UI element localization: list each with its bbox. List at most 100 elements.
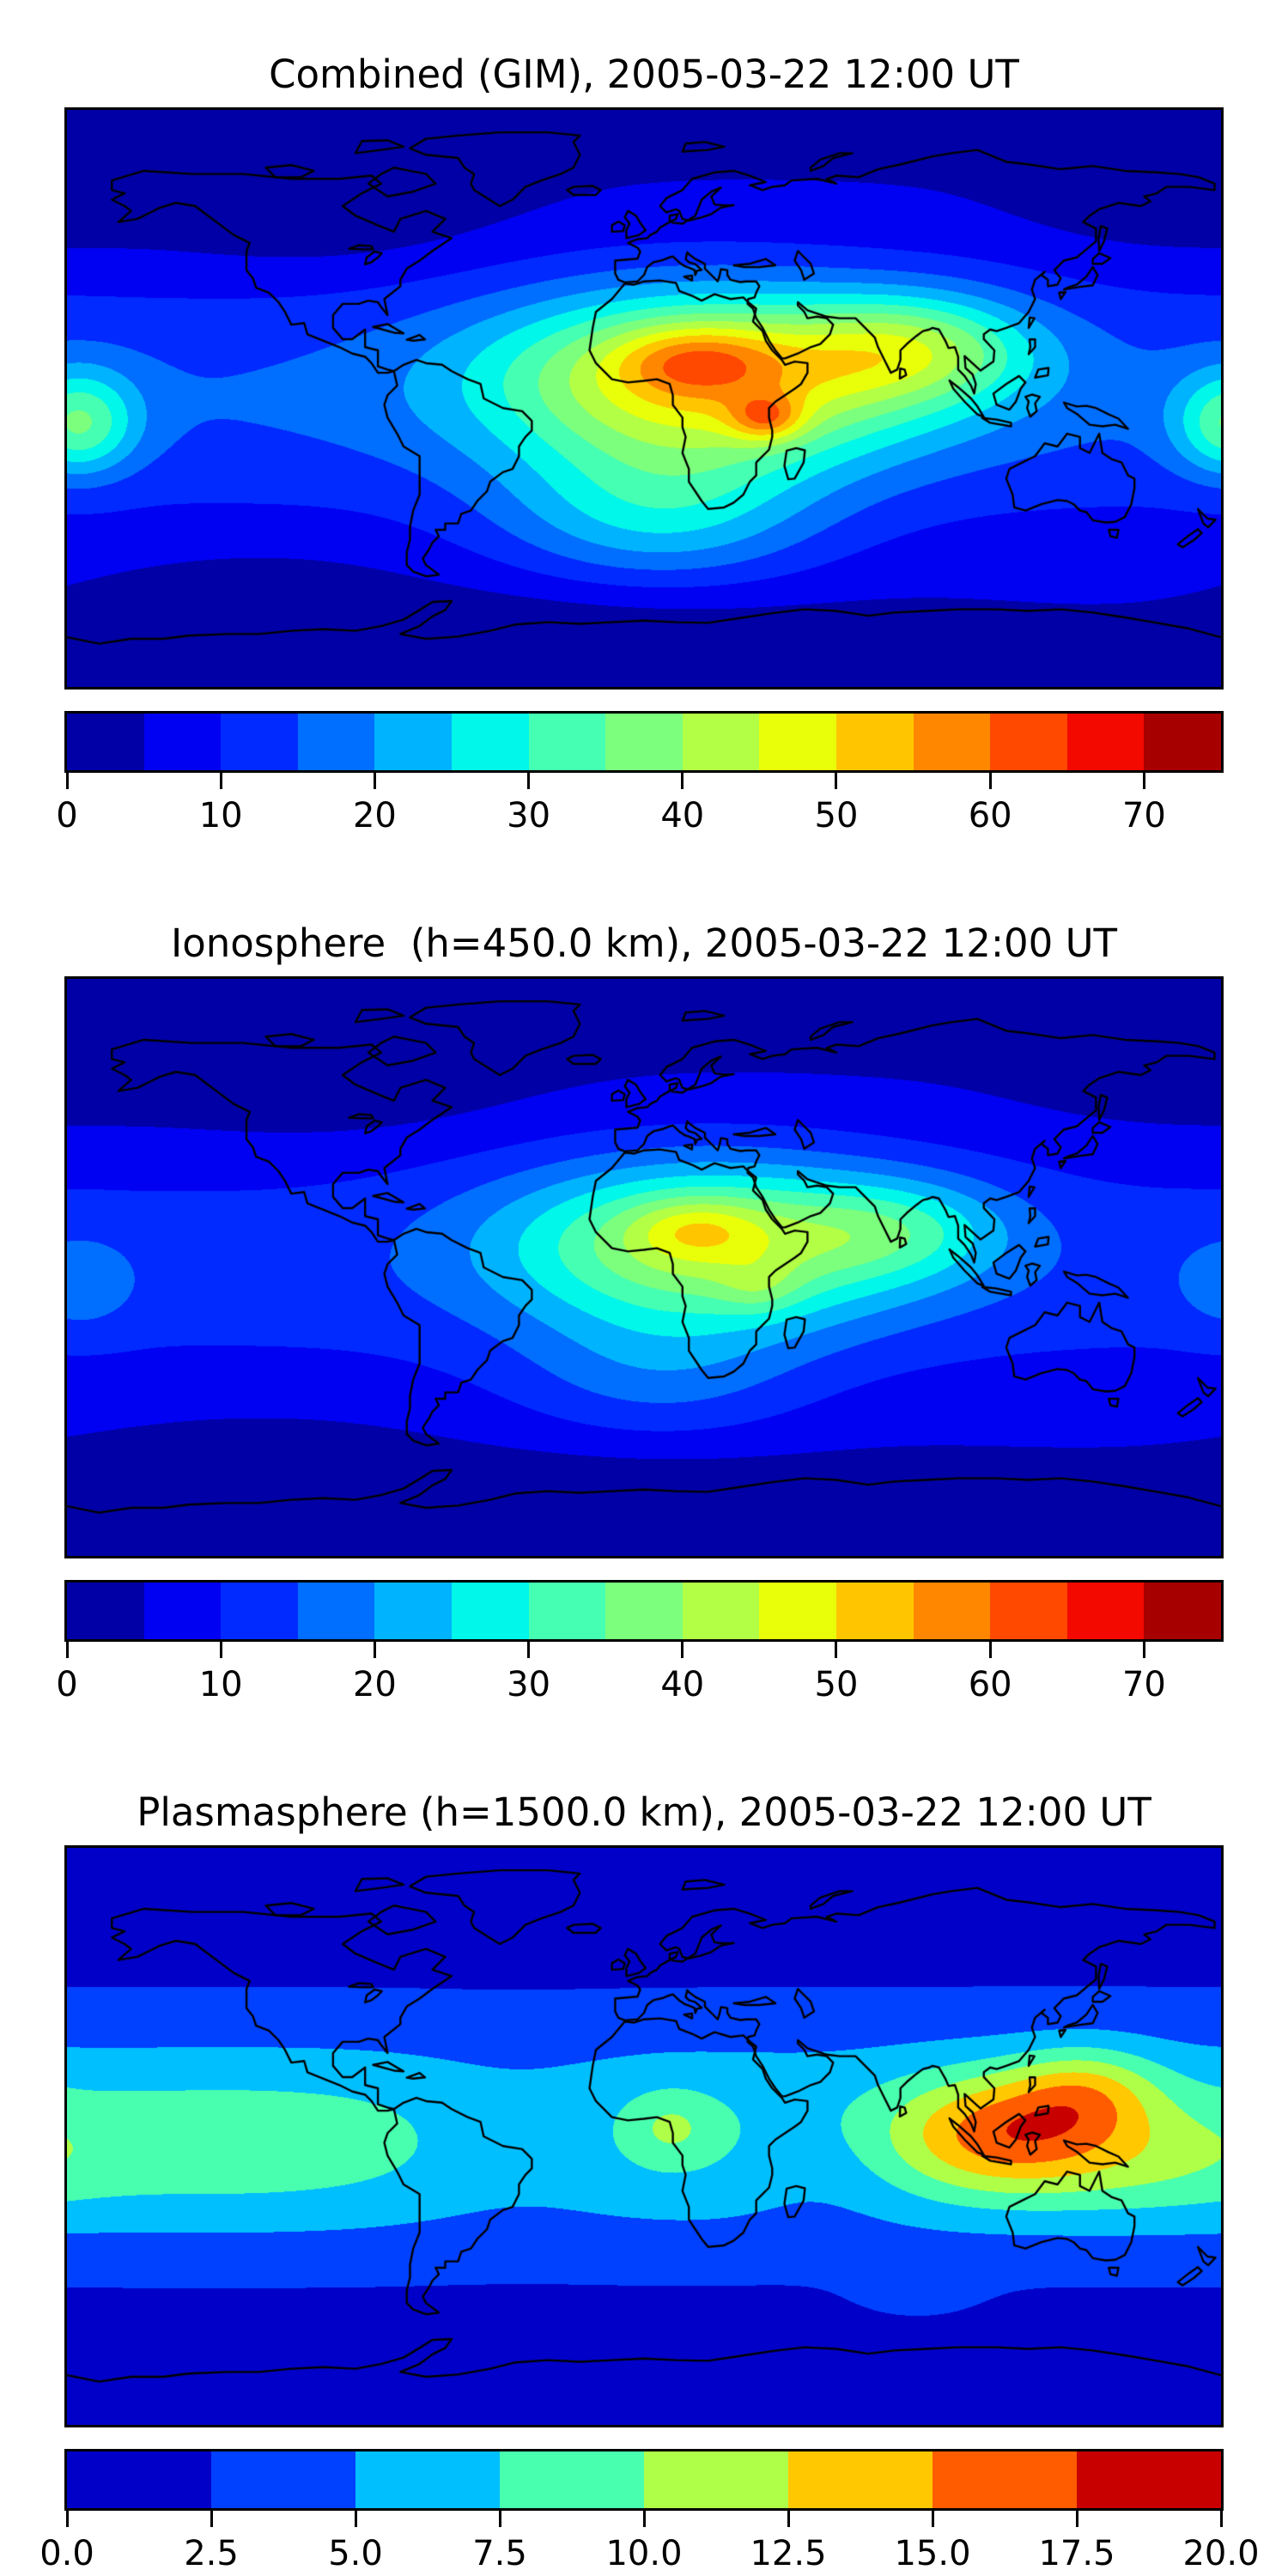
colorbar-segment [644,2451,788,2508]
colorbar-tick-mark [354,2508,357,2527]
colorbar-segment [221,714,298,770]
colorbar-tick-mark [787,2508,790,2527]
colorbar-tick-label: 12.5 [750,2534,827,2573]
map-frame-ionosphere [64,976,1224,1558]
colorbar-tick-mark [835,770,838,789]
colorbar-ticks-plasmasphere [65,2508,1223,2527]
colorbar-segment [788,2451,933,2508]
colorbar-tick-label: 2.5 [184,2534,239,2573]
colorbar-segment [67,1583,144,1639]
colorbar-tick-mark [65,1639,69,1658]
colorbar-segment [451,714,529,770]
colorbar-segment [682,714,760,770]
colorbar-segment [682,1583,760,1639]
colorbar-segment [605,1583,683,1639]
colorbar-segment [67,714,144,770]
map-canvas-ionosphere [67,979,1221,1556]
colorbar-segment [835,1583,914,1639]
colorbar-tick-mark [527,1639,531,1658]
colorbar-segment [374,1583,452,1639]
colorbar-segment [759,1583,836,1639]
colorbar-tick-mark [219,770,222,789]
colorbar-tick-mark [527,770,531,789]
colorbar-segment [211,2451,355,2508]
colorbar-segment [297,714,375,770]
colorbar-tick-label: 70 [1121,796,1166,835]
colorbar-tick-mark [498,2508,501,2527]
map-canvas-combined [67,110,1221,687]
colorbar-segment [297,1583,375,1639]
colorbar-tick-label: 10 [198,1665,243,1704]
colorbar-segment [933,2451,1077,2508]
colorbar-tick-label: 40 [660,796,705,835]
colorbar-segment [913,1583,991,1639]
colorbar-tick-mark [642,2508,646,2527]
panel-title-ionosphere: Ionosphere (h=450.0 km), 2005-03-22 12:0… [170,920,1118,966]
colorbar-ticks-combined [65,770,1221,789]
colorbar-labels-combined: 0 10 20 30 40 50 60 70 [56,794,1221,837]
colorbar-tick-mark [681,1639,684,1658]
colorbar-tick-mark [373,1639,376,1658]
colorbar-segment [143,714,222,770]
colorbar-tick-label: 0.0 [39,2534,94,2573]
colorbar-segment [1066,1583,1145,1639]
colorbar-tick-label: 60 [968,1665,1012,1704]
map-frame-plasmasphere [64,1845,1224,2427]
colorbar-tick-mark [1142,770,1145,789]
colorbar-tick-mark [835,1639,838,1658]
colorbar-segment [528,1583,606,1639]
colorbar-tick-label: 10 [198,796,243,835]
colorbar-segment [1066,714,1145,770]
colorbar-tick-label: 17.5 [1038,2534,1115,2573]
colorbar-plasmasphere [64,2449,1224,2511]
colorbar-tick-label: 10.0 [605,2534,683,2573]
colorbar-tick-mark [988,1639,992,1658]
colorbar-tick-mark [373,770,376,789]
colorbar-tick-label: 15.0 [894,2534,971,2573]
colorbar-segment [990,714,1067,770]
colorbar-segment [451,1583,529,1639]
colorbar-tick-label: 20 [352,796,397,835]
colorbar-tick-mark [988,770,992,789]
colorbar-segment [835,714,914,770]
colorbar-tick-label: 40 [660,1665,705,1704]
colorbar-tick-mark [65,2508,69,2527]
colorbar-segment [221,1583,298,1639]
colorbar-labels-ionosphere: 0 10 20 30 40 50 60 70 [56,1663,1221,1706]
colorbar-segment [759,714,836,770]
colorbar-tick-label: 50 [814,796,859,835]
map-canvas-plasmasphere [67,1848,1221,2425]
colorbar-tick-mark [210,2508,213,2527]
colorbar-segment [355,2451,500,2508]
colorbar-tick-label: 0 [56,796,78,835]
colorbar-segment [143,1583,222,1639]
colorbar-segment [374,714,452,770]
colorbar-tick-label: 30 [507,1665,551,1704]
colorbar-segment [990,1583,1067,1639]
colorbar-ionosphere [64,1580,1224,1642]
colorbar-tick-mark [681,770,684,789]
colorbar-tick-mark [1075,2508,1078,2527]
colorbar-segment [1144,1583,1221,1639]
colorbar-tick-label: 50 [814,1665,859,1704]
colorbar-tick-mark [65,770,69,789]
colorbar-segment [913,714,991,770]
colorbar-tick-label: 20 [352,1665,397,1704]
map-frame-combined [64,107,1224,690]
colorbar-tick-label: 20.0 [1182,2534,1260,2573]
colorbar-segment [1077,2451,1221,2508]
colorbar-segment [528,714,606,770]
colorbar-tick-mark [219,1639,222,1658]
colorbar-segment [1144,714,1221,770]
colorbar-tick-mark [1142,1639,1145,1658]
colorbar-labels-plasmasphere: 0.0 2.5 5.0 7.5 10.0 12.5 15.0 17.5 20.0 [39,2532,1259,2575]
colorbar-tick-label: 0 [56,1665,78,1704]
colorbar-segment [605,714,683,770]
colorbar-tick-label: 60 [968,796,1012,835]
colorbar-ticks-ionosphere [65,1639,1221,1658]
colorbar-segment [500,2451,644,2508]
panel-title-combined: Combined (GIM), 2005-03-22 12:00 UT [269,52,1019,97]
colorbar-tick-label: 7.5 [472,2534,527,2573]
colorbar-tick-label: 70 [1121,1665,1166,1704]
